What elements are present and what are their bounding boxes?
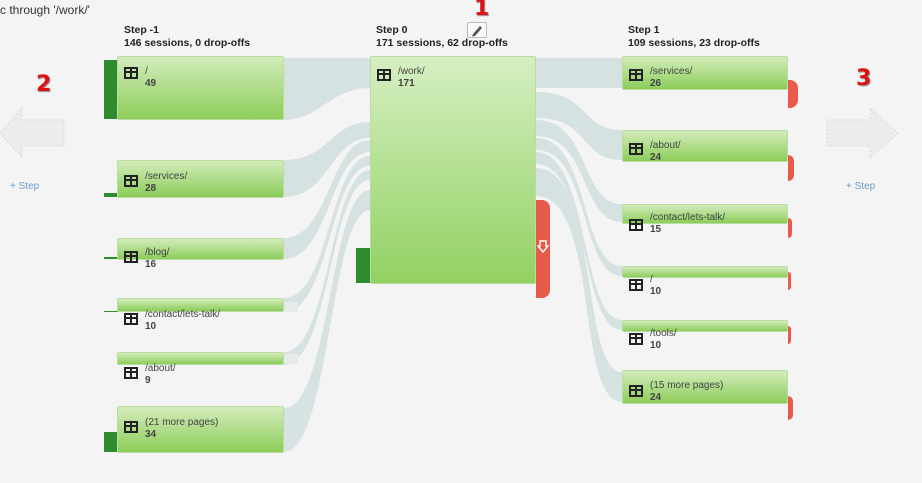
entry-bar — [104, 257, 118, 259]
add-step-right-link[interactable]: + Step — [846, 181, 876, 192]
node-session-count: 16 — [145, 259, 157, 270]
node-step-minus1[interactable]: /services/ 28 — [117, 160, 284, 198]
node-step1[interactable]: /contact/lets-talk/ 15 — [622, 204, 788, 235]
node-step1[interactable]: /tools/ 10 — [622, 320, 788, 351]
table-icon — [124, 313, 138, 325]
arrow-right-icon[interactable] — [826, 100, 900, 166]
node-session-count: 24 — [650, 152, 662, 163]
table-icon — [629, 69, 643, 81]
dropoff-bar[interactable] — [788, 80, 798, 108]
node-page-label: /about/ — [145, 363, 176, 374]
flow-link — [284, 190, 370, 452]
node-session-count: 9 — [145, 375, 151, 386]
table-icon — [629, 143, 643, 155]
entry-bar — [104, 193, 118, 197]
dropoff-bar[interactable] — [788, 326, 791, 344]
column-title: Step -1 — [124, 24, 160, 36]
node-step1[interactable]: /services/ 26 — [622, 56, 788, 90]
node-session-count: 10 — [145, 321, 157, 332]
flow-link — [284, 58, 370, 120]
table-icon — [629, 333, 643, 345]
node-step1[interactable]: (15 more pages) 24 — [622, 370, 788, 404]
node-page-label: /about/ — [650, 140, 681, 151]
entry-bar — [104, 311, 118, 312]
dropoff-bar[interactable] — [788, 155, 794, 181]
flow-trail — [284, 302, 298, 312]
table-icon — [629, 279, 643, 291]
pencil-icon — [472, 26, 482, 37]
node-page-label: /work/ — [398, 66, 425, 77]
table-icon — [629, 385, 643, 397]
dropoff-bar[interactable] — [788, 272, 791, 290]
flow-link — [536, 120, 622, 222]
node-session-count: 26 — [650, 78, 662, 89]
flow-link — [536, 58, 622, 88]
page-title: c through '/work/' — [0, 3, 90, 17]
column-summary: 171 sessions, 62 drop-offs — [376, 37, 508, 49]
flow-link — [284, 140, 370, 259]
node-session-count: 24 — [650, 392, 662, 403]
annotation-3: 3 — [856, 66, 872, 91]
entry-bar — [104, 60, 118, 119]
node-page-label: / — [145, 66, 148, 77]
node-step-minus1[interactable]: /blog/ 16 — [117, 238, 284, 270]
column-summary: 146 sessions, 0 drop-offs — [124, 37, 251, 49]
node-step1[interactable]: /about/ 24 — [622, 130, 788, 163]
node-page-label: /blog/ — [145, 247, 170, 258]
node-page-label: /contact/lets-talk/ — [650, 212, 726, 223]
node-step1[interactable]: / 10 — [622, 266, 788, 297]
dropoff-bar[interactable] — [788, 218, 792, 238]
table-icon — [124, 251, 138, 263]
node-page-label: /services/ — [650, 66, 693, 77]
node-session-count: 49 — [145, 78, 157, 89]
dropoff-bar[interactable] — [788, 396, 793, 420]
node-step0[interactable]: /work/ 171 — [370, 56, 536, 284]
edit-step-button[interactable] — [467, 22, 487, 38]
node-session-count: 10 — [650, 340, 662, 351]
node-session-count: 15 — [650, 224, 662, 235]
column-header-step0: Step 0 171 sessions, 62 drop-offs — [376, 24, 508, 50]
column-header-step-minus1: Step -1 146 sessions, 0 drop-offs — [124, 24, 250, 50]
table-icon — [124, 367, 138, 379]
entry-bar — [104, 432, 118, 452]
node-page-label: (15 more pages) — [650, 380, 724, 391]
annotation-1: 1 — [474, 0, 490, 21]
arrow-down-icon — [537, 240, 549, 254]
node-page-label: / — [650, 274, 653, 285]
arrow-left-icon[interactable] — [0, 100, 66, 166]
dropoff-bar[interactable] — [536, 200, 550, 298]
flow-link — [284, 122, 370, 197]
node-page-label: /tools/ — [650, 328, 677, 339]
table-icon — [124, 175, 138, 187]
node-page-label: (21 more pages) — [145, 417, 219, 428]
table-icon — [377, 69, 391, 81]
node-step-minus1[interactable]: (21 more pages) 34 — [117, 406, 284, 453]
node-session-count: 10 — [650, 286, 662, 297]
node-session-count: 171 — [398, 78, 415, 89]
flow-link — [536, 92, 622, 160]
annotation-2: 2 — [36, 72, 52, 97]
node-session-count: 34 — [145, 429, 157, 440]
column-summary: 109 sessions, 23 drop-offs — [628, 37, 760, 49]
table-icon — [124, 421, 138, 433]
flow-trail — [284, 354, 298, 364]
node-step-minus1[interactable]: / 49 — [117, 56, 284, 120]
flow-link — [536, 168, 622, 402]
add-step-left-link[interactable]: + Step — [10, 181, 40, 192]
flow-link — [284, 156, 370, 312]
column-title: Step 1 — [628, 24, 660, 36]
node-page-label: /services/ — [145, 171, 188, 182]
node-page-label: /contact/lets-talk/ — [145, 309, 221, 320]
entry-bar — [356, 248, 370, 283]
column-title: Step 0 — [376, 24, 408, 36]
node-session-count: 28 — [145, 183, 157, 194]
column-header-step1: Step 1 109 sessions, 23 drop-offs — [628, 24, 760, 50]
table-icon — [124, 67, 138, 79]
node-step-minus1[interactable]: /about/ 9 — [117, 352, 284, 386]
node-step-minus1[interactable]: /contact/lets-talk/ 10 — [117, 298, 284, 332]
table-icon — [629, 219, 643, 231]
